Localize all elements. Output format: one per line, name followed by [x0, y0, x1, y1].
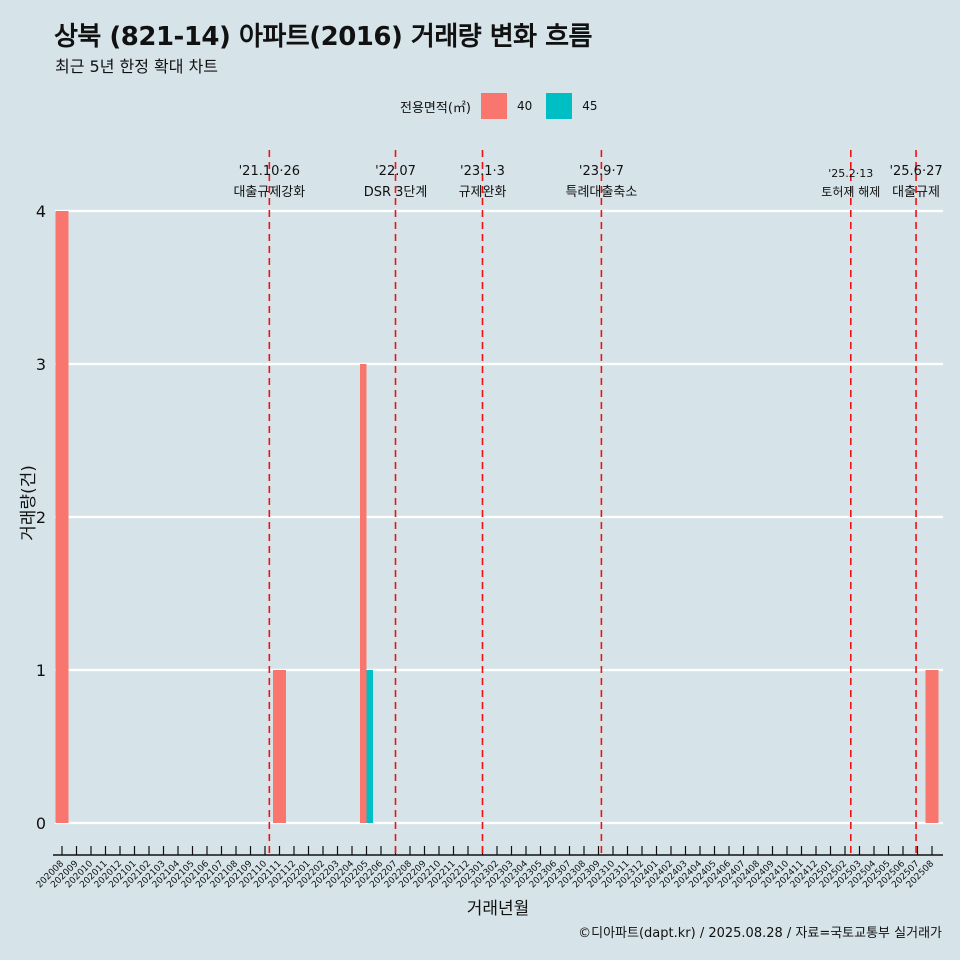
chart-subtitle: 최근 5년 한정 확대 차트 [55, 57, 219, 76]
event-name-label: 특례대출축소 [566, 185, 638, 200]
event-name-label: 토허제 해제 [821, 185, 880, 199]
event-name-label: DSR 3단계 [364, 185, 428, 200]
x-axis-title: 거래년월 [467, 899, 530, 919]
legend: 전용면적(㎡) 40 45 [400, 93, 612, 119]
event-date-label: '22.07 [375, 164, 416, 179]
event-date-label: '25.2·13 [828, 167, 873, 180]
y-tick-label: 0 [36, 814, 46, 833]
bar-40-202111 [273, 670, 286, 823]
legend-label-45: 45 [582, 99, 598, 113]
legend-swatch-40 [480, 93, 507, 119]
event-name-label: 규제완화 [459, 185, 507, 200]
legend-title: 전용면적(㎡) [400, 100, 471, 116]
bar-40-202008 [55, 211, 69, 823]
y-tick-label: 2 [36, 508, 46, 527]
event-date-label: '21.10·26 [239, 164, 300, 179]
bar-45-202205 [366, 670, 373, 823]
y-tick-label: 4 [36, 202, 46, 221]
chart-title: 상북 (821-14) 아파트(2016) 거래량 변화 흐름 [54, 22, 592, 52]
legend-swatch-45 [546, 93, 573, 119]
event-date-label: '23.1·3 [460, 164, 505, 179]
y-axis-title: 거래량(건) [19, 465, 39, 541]
y-tick-label: 3 [36, 355, 46, 374]
event-date-label: '23.9·7 [579, 164, 624, 179]
legend-label-40: 40 [516, 99, 533, 113]
y-tick-label: 1 [36, 661, 46, 680]
source-caption: ©디아파트(dapt.kr) / 2025.08.28 / 자료=국토교통부 실… [578, 926, 942, 941]
event-date-label: '25.6·27 [889, 164, 942, 179]
bar-40-202205 [360, 364, 367, 823]
event-name-label: 대출규제 [892, 185, 940, 200]
bar-40-202508 [925, 670, 939, 823]
event-name-label: 대출규제강화 [233, 185, 305, 200]
